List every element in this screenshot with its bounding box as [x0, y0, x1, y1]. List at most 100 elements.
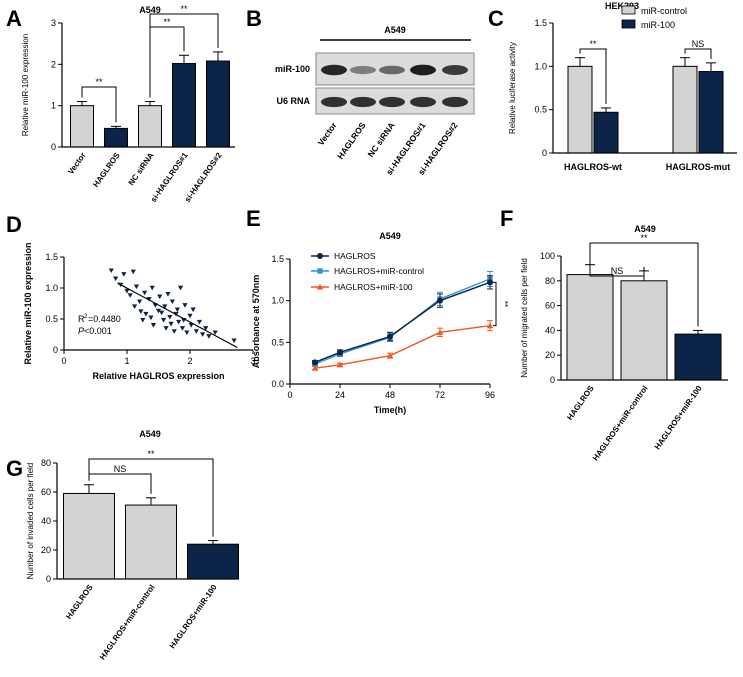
scatter-point — [159, 310, 165, 316]
significance-bracket-label: ** — [147, 449, 155, 459]
legend-marker-1 — [317, 268, 323, 274]
bar-0-0 — [567, 65, 593, 154]
bar-1-1 — [698, 71, 724, 154]
panel-label-d: D — [6, 212, 22, 237]
x-category-label: HAGLROS+miR-control — [591, 384, 650, 463]
y-axis-label: Relative miR-100 expression — [23, 242, 33, 364]
scatter-point — [130, 269, 136, 275]
x-tick-label: 48 — [385, 390, 395, 400]
series-2-point — [386, 352, 394, 359]
x-tick-label: 3 — [250, 356, 255, 366]
y-tick-label: 0 — [542, 148, 547, 158]
scatter-point — [146, 296, 152, 302]
y-tick-label: 20 — [545, 350, 555, 360]
significance-bracket-label: ** — [95, 77, 103, 87]
y-tick-label: 3 — [51, 18, 56, 28]
blot-band — [442, 96, 468, 108]
scatter-point — [177, 285, 184, 291]
x-category-label: si-HAGLROS#2 — [183, 151, 224, 204]
x-tick-label: 0 — [287, 390, 292, 400]
y-tick-label: 60 — [545, 301, 555, 311]
y-tick-label: 0.5 — [271, 337, 284, 347]
x-category-label: HAGLROS-wt — [564, 162, 622, 172]
y-tick-label: 0.5 — [45, 314, 58, 324]
y-axis-label: Relative luciferase activity — [508, 42, 517, 134]
x-category-label: HAGLROS+miR-100 — [653, 384, 704, 452]
scatter-point — [150, 323, 157, 328]
panel-c-bar-chart: HEK293miR-controlmiR-10000.51.01.5Relati… — [508, 1, 737, 172]
scatter-point — [149, 285, 155, 291]
panel-label-e: E — [246, 206, 261, 231]
r-squared-value: =0.4480 — [88, 314, 121, 324]
y-axis-label: Number of migrated cells per field — [520, 258, 529, 378]
y-tick-label: 40 — [41, 516, 51, 526]
blot-band — [321, 64, 347, 76]
blot-band — [350, 65, 376, 75]
scatter-point — [187, 313, 193, 319]
panel-f-bar-chart: A549 0 20 40 60 80 100 Number of migrated cells… — [520, 224, 728, 463]
scatter-point — [200, 332, 206, 337]
x-category-label: HAGLROS+miR-control — [98, 583, 157, 662]
scatter-point — [188, 323, 194, 328]
scatter-point — [193, 329, 199, 334]
scatter-point — [140, 318, 146, 323]
panel-d-scatter-plot: 0 0.5 1.0 1.5 0 1 2 3 Relative HAGLROS expressio… — [23, 242, 256, 381]
y-tick-label: 80 — [545, 276, 555, 286]
blot-row-label: U6 RNA — [276, 96, 310, 106]
y-tick-label: 0 — [51, 142, 56, 152]
blot-band — [442, 65, 468, 75]
scatter-point — [133, 284, 140, 290]
x-axis-label: Time(h) — [374, 405, 406, 415]
scatter-point — [155, 308, 162, 314]
y-tick-label: 0.0 — [271, 379, 284, 389]
legend-marker-0 — [317, 253, 323, 259]
scatter-point — [143, 311, 149, 317]
legend-swatch-1 — [621, 19, 636, 29]
y-tick-label: 1 — [51, 101, 56, 111]
r-squared-superscript: 2 — [84, 314, 88, 320]
blot-band — [410, 64, 436, 76]
y-tick-label: 40 — [545, 325, 555, 335]
x-category-label: HAGLROS — [91, 150, 122, 188]
y-tick-label: 1.5 — [534, 18, 547, 28]
series-2-point — [486, 322, 494, 329]
x-tick-label: 0 — [61, 356, 66, 366]
scatter-point — [196, 319, 203, 325]
legend-swatch-0 — [621, 5, 636, 15]
series-0-point — [487, 279, 493, 286]
legend-label: HAGLROS — [334, 251, 376, 261]
significance-bracket-label: NS — [611, 266, 624, 276]
series-2-point — [311, 364, 319, 371]
series-2-point — [336, 361, 344, 368]
bar-0 — [63, 492, 115, 580]
blot-band — [379, 65, 405, 75]
scatter-point — [124, 288, 130, 294]
scatter-point — [203, 326, 209, 331]
scatter-point — [182, 303, 188, 308]
panel-e-line-chart: A549 0.0 0.5 1.0 1.5 0 24 48 72 96 Time(h) Absorban… — [251, 231, 509, 415]
legend-label: HAGLROS+miR-control — [334, 266, 424, 276]
scatter-point — [108, 268, 114, 274]
scatter-point — [212, 330, 218, 336]
x-category-label: Vector — [66, 151, 87, 176]
scatter-point — [231, 338, 237, 344]
y-tick-label: 0.5 — [534, 105, 547, 115]
series-line-2 — [314, 324, 491, 369]
panel-label-a: A — [6, 6, 22, 31]
y-tick-label: 1.0 — [271, 296, 284, 306]
series-0-point — [337, 349, 343, 356]
legend-label: miR-control — [641, 6, 687, 16]
y-tick-label: 0 — [550, 375, 555, 385]
scatter-point — [176, 319, 182, 325]
significance-bracket-label: ** — [180, 4, 188, 14]
y-tick-label: 1.0 — [45, 283, 58, 293]
x-tick-label: 1 — [124, 356, 129, 366]
significance-bracket — [684, 48, 712, 59]
scatter-point — [167, 314, 173, 320]
x-category-label: HAGLROS — [565, 383, 596, 421]
y-tick-label: 0 — [53, 345, 58, 355]
significance-bracket-label: ** — [640, 233, 648, 243]
scatter-point — [168, 321, 174, 327]
y-axis-label: Relative miR-100 expression — [21, 34, 30, 136]
